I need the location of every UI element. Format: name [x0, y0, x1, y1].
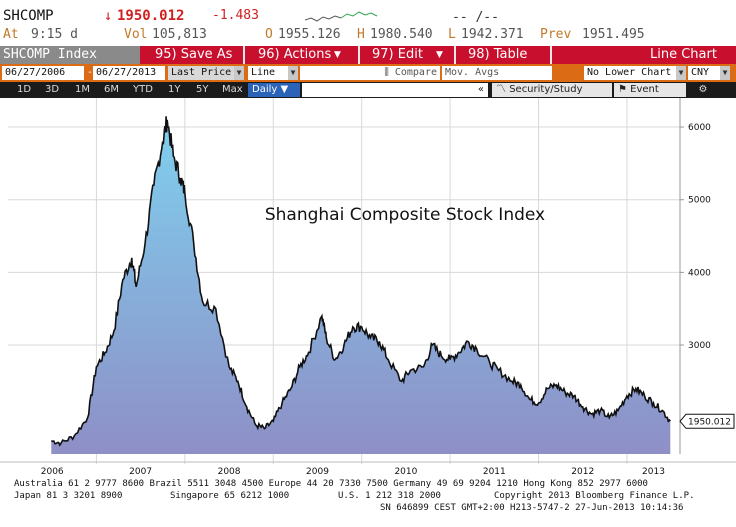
menu-bar: SHCOMP Index 95) Save As 96) Actions ▼ 9…	[0, 46, 736, 64]
edit-chevron-icon[interactable]: ▼	[436, 50, 443, 60]
security-search-input[interactable]: «	[302, 83, 488, 97]
quote-header: SHCOMP ↓ 1950.012 -1.483 -- /-- At 9:15 …	[0, 0, 736, 44]
prev-price: 1951.495	[582, 27, 645, 42]
footer-copyright: Copyright 2013 Bloomberg Finance L.P.	[494, 491, 695, 501]
price-change: -1.483	[212, 8, 259, 23]
high-label: H	[357, 27, 365, 42]
period-1y[interactable]: 1Y	[168, 84, 181, 95]
last-price: 1950.012	[117, 8, 185, 24]
bid-ask: -- /--	[452, 10, 499, 25]
price-chart: 3000 4000 5000 6000 2006 2007 2008 2009 2010 201…	[0, 98, 736, 477]
chart-type-label[interactable]: Line Chart	[650, 47, 717, 62]
period-3d[interactable]: 3D	[45, 84, 60, 95]
control-bar: 06/27/2006 - 06/27/2013 Last Price ▼ Lin…	[0, 64, 736, 82]
x-tick-label: 2010	[394, 467, 417, 477]
start-date-input[interactable]: 06/27/2006	[2, 66, 84, 80]
footer-phones-1: Australia 61 2 9777 8600 Brazil 5511 304…	[14, 479, 648, 489]
high-price: 1980.540	[370, 27, 433, 42]
frequency-label: Daily	[252, 84, 278, 95]
period-max[interactable]: Max	[222, 84, 243, 95]
security-study-label: Security/Study	[509, 84, 583, 95]
lower-chart-dropdown-icon[interactable]: ▼	[676, 66, 686, 80]
y-tick-label: 5000	[688, 196, 711, 206]
mov-avgs-button[interactable]: Mov. Avgs	[442, 66, 552, 80]
period-ytd[interactable]: YTD	[133, 84, 153, 95]
actions-menu[interactable]: 96) Actions	[258, 47, 332, 62]
open-price: 1955.126	[278, 27, 341, 42]
footer-phone-us: U.S. 1 212 318 2000	[338, 491, 441, 501]
currency-dropdown-icon[interactable]: ▼	[720, 66, 730, 80]
prev-label: Prev	[540, 27, 572, 42]
last-value-label: 1950.012	[688, 417, 731, 427]
y-tick-label: 3000	[688, 341, 711, 351]
x-tick-label: 2007	[129, 467, 152, 477]
edit-menu[interactable]: 97) Edit	[372, 47, 423, 62]
event-flag-icon: ⚑	[618, 84, 631, 95]
chart-title: Shanghai Composite Stock Index	[265, 205, 545, 225]
save-as-button[interactable]: 95) Save As	[155, 47, 233, 62]
style-dropdown-icon[interactable]: ▼	[288, 66, 298, 80]
menu-divider	[454, 46, 456, 64]
at-label: At	[3, 27, 19, 42]
x-tick-label: 2011	[483, 467, 506, 477]
period-1m[interactable]: 1M	[75, 84, 90, 95]
y-tick-label: 6000	[688, 123, 711, 133]
x-tick-label: 2008	[218, 467, 241, 477]
ticker: SHCOMP	[3, 8, 54, 24]
price-line	[51, 116, 671, 447]
gear-icon[interactable]: ⚙	[688, 83, 718, 97]
period-1d[interactable]: 1D	[17, 84, 32, 95]
vol-label: Vol	[124, 27, 148, 42]
period-bar: 1D 3D 1M 6M YTD 1Y 5Y Max Daily ▼ « 〽 Se…	[0, 82, 736, 98]
lower-chart-select[interactable]: No Lower Chart	[584, 66, 676, 80]
end-date-input[interactable]: 06/27/2013	[93, 66, 165, 80]
low-label: L	[448, 27, 456, 42]
menu-divider	[550, 46, 552, 64]
menu-divider	[358, 46, 360, 64]
x-tick-label: 2013	[642, 467, 665, 477]
footer-session-info: SN 646899 CEST GMT+2:00 H213-5747-2 27-J…	[380, 503, 684, 513]
date-separator: -	[87, 66, 93, 80]
security-study-button[interactable]: 〽 Security/Study	[492, 83, 612, 97]
y-tick-label: 4000	[688, 268, 711, 278]
style-select[interactable]: Line	[248, 66, 288, 80]
low-price: 1942.371	[461, 27, 524, 42]
compare-button[interactable]: ⫼ Compare	[300, 66, 440, 80]
last-value-tag: 1950.012	[679, 413, 735, 429]
compare-icon: ⫼	[384, 67, 395, 78]
footer-phone-singapore: Singapore 65 6212 1000	[170, 491, 290, 501]
down-arrow-icon: ↓	[104, 8, 113, 24]
quote-time: 9:15 d	[31, 27, 78, 42]
field-select[interactable]: Last Price	[168, 66, 234, 80]
field-dropdown-icon[interactable]: ▼	[234, 66, 244, 80]
x-tick-label: 2006	[41, 467, 64, 477]
x-axis-ticks: 2006 2007 2008 2009 2010 2011 2012 2013	[0, 461, 736, 477]
study-chart-icon: 〽	[496, 84, 510, 95]
security-title[interactable]: SHCOMP Index	[0, 46, 140, 64]
event-button[interactable]: ⚑ Event	[614, 83, 686, 97]
event-label: Event	[630, 84, 659, 95]
period-6m[interactable]: 6M	[104, 84, 119, 95]
x-tick-label: 2012	[571, 467, 594, 477]
menu-divider	[243, 46, 245, 64]
compare-label: Compare	[394, 67, 437, 78]
footer-phone-japan: Japan 81 3 3201 8900	[14, 491, 123, 501]
volume: 105,813	[152, 27, 207, 42]
x-tick-label: 2009	[306, 467, 329, 477]
period-5y[interactable]: 5Y	[196, 84, 209, 95]
currency-select[interactable]: CNY	[688, 66, 720, 80]
footer: Australia 61 2 9777 8600 Brazil 5511 304…	[0, 477, 736, 527]
sparkline	[305, 11, 378, 22]
table-button[interactable]: 98) Table	[468, 47, 528, 62]
open-label: O	[265, 27, 273, 42]
price-area	[51, 116, 671, 455]
actions-chevron-icon[interactable]: ▼	[334, 50, 341, 60]
frequency-chevron-icon: ▼	[280, 84, 289, 95]
frequency-select[interactable]: Daily ▼	[248, 83, 300, 97]
y-axis-ticks: 3000 4000 5000 6000	[680, 123, 711, 351]
